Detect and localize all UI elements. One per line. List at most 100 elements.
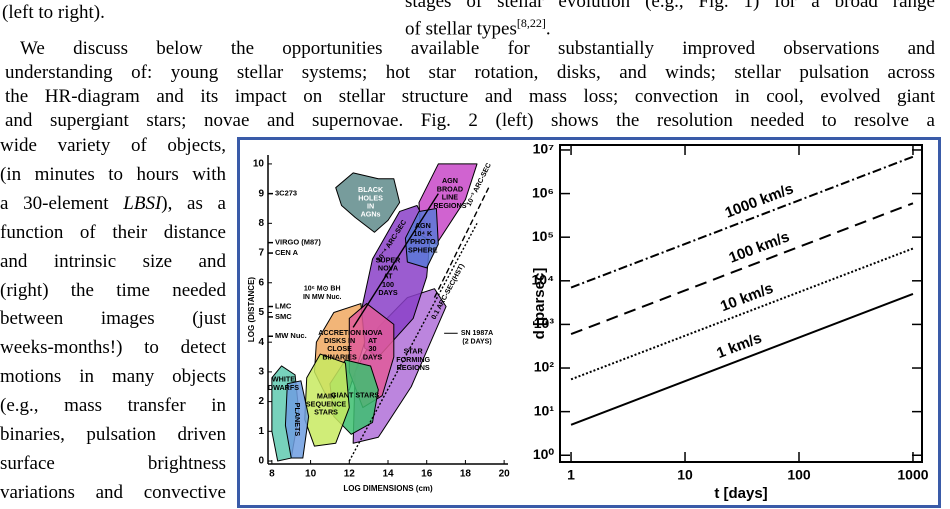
region-label: IN bbox=[367, 202, 374, 211]
annotation: SN 1987A bbox=[461, 330, 493, 337]
resolution-line bbox=[433, 187, 490, 298]
data-line bbox=[570, 202, 914, 336]
region-label: HOLES bbox=[358, 193, 383, 202]
data-line bbox=[570, 292, 914, 426]
text-line: and intrinsic size and bbox=[0, 250, 226, 272]
x-tick-label: 20 bbox=[499, 469, 511, 480]
region-label: STARS bbox=[314, 408, 338, 417]
text-line: (left to right). bbox=[2, 2, 105, 23]
region-label: AGN bbox=[415, 221, 431, 230]
plot-frame bbox=[559, 144, 923, 463]
region-label: NOVA bbox=[378, 264, 398, 273]
reference-label: SMC bbox=[275, 312, 292, 321]
text-line: stages of stellar evolution (e.g., Fig. … bbox=[405, 0, 935, 12]
reference-label: LMC bbox=[275, 302, 292, 311]
region-label: GIANT STARS bbox=[331, 391, 379, 400]
x-tick-label: 12 bbox=[344, 469, 356, 480]
y-tick-label: 10³ bbox=[534, 315, 555, 331]
region-label: 30 bbox=[369, 344, 377, 353]
y-tick-label: 0 bbox=[258, 456, 264, 467]
region-label: PLANETS bbox=[293, 403, 302, 437]
region-label: ACCRETION bbox=[318, 328, 361, 337]
region-label: 100 bbox=[382, 280, 394, 289]
text-line: of stellar types[8,22]. bbox=[405, 12, 935, 39]
region-label: BROAD bbox=[437, 184, 463, 193]
text-line: (in minutes to hours with bbox=[0, 163, 226, 185]
region-label: STAR bbox=[404, 347, 424, 356]
region-label: FORMING bbox=[396, 355, 430, 364]
text-line: (e.g., mass transfer in bbox=[0, 395, 226, 417]
reference-label: CEN A bbox=[275, 248, 299, 257]
y-tick-label: 3 bbox=[258, 367, 264, 378]
x-tick-label: 100 bbox=[787, 467, 811, 483]
line-label: 10 km/s bbox=[718, 280, 775, 316]
region-label: WHITE bbox=[272, 375, 295, 384]
y-axis-label: d [parsec] bbox=[531, 268, 548, 340]
text-line: and supergiant stars; novae and supernov… bbox=[5, 110, 935, 131]
region-label: SUPER bbox=[376, 255, 402, 264]
reference-label: MW Nuc. bbox=[275, 331, 307, 340]
region-label: AGN bbox=[442, 176, 458, 185]
reference-label: VIRGO (M87) bbox=[275, 238, 321, 247]
y-tick-label: 10⁷ bbox=[533, 141, 555, 157]
x-tick-label: 1000 bbox=[897, 467, 928, 483]
x-tick-label: 16 bbox=[421, 469, 433, 480]
text-line: function of their distance bbox=[0, 221, 226, 243]
y-tick-label: 5 bbox=[258, 307, 264, 318]
data-line bbox=[570, 155, 914, 289]
x-tick-label: 18 bbox=[460, 469, 472, 480]
text-line: binaries, pulsation driven bbox=[0, 424, 226, 445]
resolution-line bbox=[352, 193, 439, 328]
y-tick-label: 10⁴ bbox=[532, 272, 555, 288]
region-label: DISKS IN bbox=[324, 336, 355, 345]
text-line: motions in many objects bbox=[0, 366, 226, 388]
text-line: a 30-element LBSI), as a bbox=[0, 193, 226, 215]
region-label: REGIONS bbox=[433, 201, 466, 210]
region-label: CLOSE bbox=[327, 344, 352, 353]
resolution-line bbox=[348, 223, 478, 462]
text-line: weeks-months!) to detect bbox=[0, 337, 226, 359]
y-tick-label: 10¹ bbox=[534, 402, 555, 418]
text: ), as a bbox=[161, 192, 226, 214]
y-tick-label: 10⁰ bbox=[533, 446, 555, 462]
y-axis-label: LOG (DISTANCE) bbox=[247, 277, 256, 343]
region-label: PHOTO bbox=[410, 237, 436, 246]
region-label: DAYS bbox=[363, 352, 383, 361]
x-tick-label: 1 bbox=[567, 467, 575, 483]
y-tick-label: 10⁶ bbox=[532, 184, 554, 200]
text-line: We discuss below the opportunities avail… bbox=[20, 38, 935, 59]
region-label: BLACK bbox=[358, 185, 384, 194]
region-label: AT bbox=[368, 336, 378, 345]
text-line: (right) the time needed bbox=[0, 279, 226, 301]
region-label: MAIN bbox=[317, 391, 335, 400]
y-tick-label: 2 bbox=[258, 396, 264, 407]
line-label: 100 km/s bbox=[727, 228, 792, 267]
region bbox=[404, 207, 439, 269]
region bbox=[284, 380, 310, 459]
x-axis-label: LOG DIMENSIONS (cm) bbox=[343, 484, 433, 493]
text-line: the HR-diagram and its impact on stellar… bbox=[5, 86, 935, 107]
y-tick-label: 10² bbox=[534, 359, 555, 375]
reference-label: 3C273 bbox=[275, 189, 297, 198]
italic-text: LBSI bbox=[123, 192, 162, 214]
annotation: (2 DAYS) bbox=[462, 339, 491, 346]
region-label: 10⁴ K bbox=[413, 229, 433, 238]
y-tick-label: 6 bbox=[258, 277, 264, 288]
region-label: NOVA bbox=[362, 328, 382, 337]
line-label: 1 km/s bbox=[714, 330, 764, 363]
citation: [8,22] bbox=[516, 16, 546, 30]
y-tick-label: 10⁵ bbox=[532, 228, 554, 244]
region-label: AGNs bbox=[361, 210, 381, 219]
x-tick-label: 14 bbox=[382, 469, 394, 480]
region-label: DAYS bbox=[378, 288, 398, 297]
region-label: REGIONS bbox=[397, 363, 430, 372]
region-label: SEQUENCE bbox=[306, 399, 347, 408]
region-label: BINARIES bbox=[322, 352, 357, 361]
x-tick-label: 10 bbox=[677, 467, 693, 483]
region-label: AT bbox=[383, 272, 393, 281]
x-tick-label: 8 bbox=[269, 469, 275, 480]
data-line bbox=[570, 247, 914, 381]
y-tick-label: 1 bbox=[258, 426, 264, 437]
